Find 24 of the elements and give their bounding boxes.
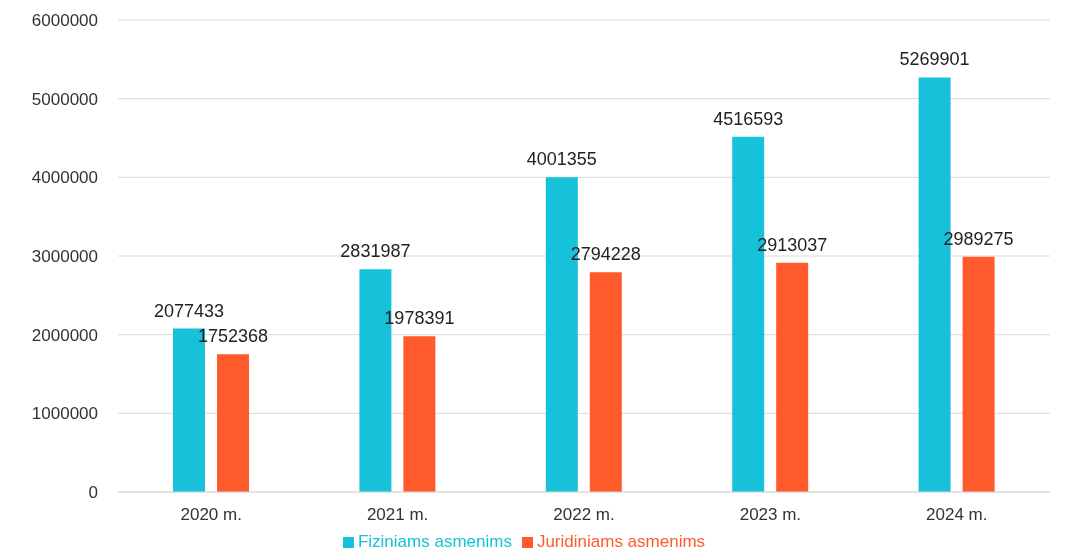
data-label: 2831987 xyxy=(340,241,411,262)
bar xyxy=(217,354,249,492)
data-label: 4001355 xyxy=(526,149,597,170)
x-tick-label: 2022 m. xyxy=(553,505,615,525)
y-tick-label: 0 xyxy=(88,483,98,503)
data-label: 4516593 xyxy=(713,108,784,129)
bar xyxy=(403,336,436,492)
bar xyxy=(776,262,809,492)
data-label: 5269901 xyxy=(899,49,970,70)
bar xyxy=(962,256,995,492)
y-tick-label: 3000000 xyxy=(31,247,98,267)
x-tick-label: 2024 m. xyxy=(926,505,988,525)
y-tick-label: 4000000 xyxy=(31,168,98,188)
data-label: 2077433 xyxy=(153,300,225,321)
legend-label: Juridiniams asmenims xyxy=(536,532,706,551)
x-tick-label: 2021 m. xyxy=(366,505,429,525)
y-tick-label: 2000000 xyxy=(31,325,98,345)
y-tick-label: 5000000 xyxy=(31,89,98,109)
legend-label: Fiziniams asmenims xyxy=(357,532,512,551)
bar xyxy=(589,272,622,492)
x-tick-label: 2023 m. xyxy=(739,505,802,525)
y-tick-label: 6000000 xyxy=(31,11,98,31)
y-tick-label: 1000000 xyxy=(31,404,98,424)
x-tick-label: 2020 m. xyxy=(180,505,242,525)
